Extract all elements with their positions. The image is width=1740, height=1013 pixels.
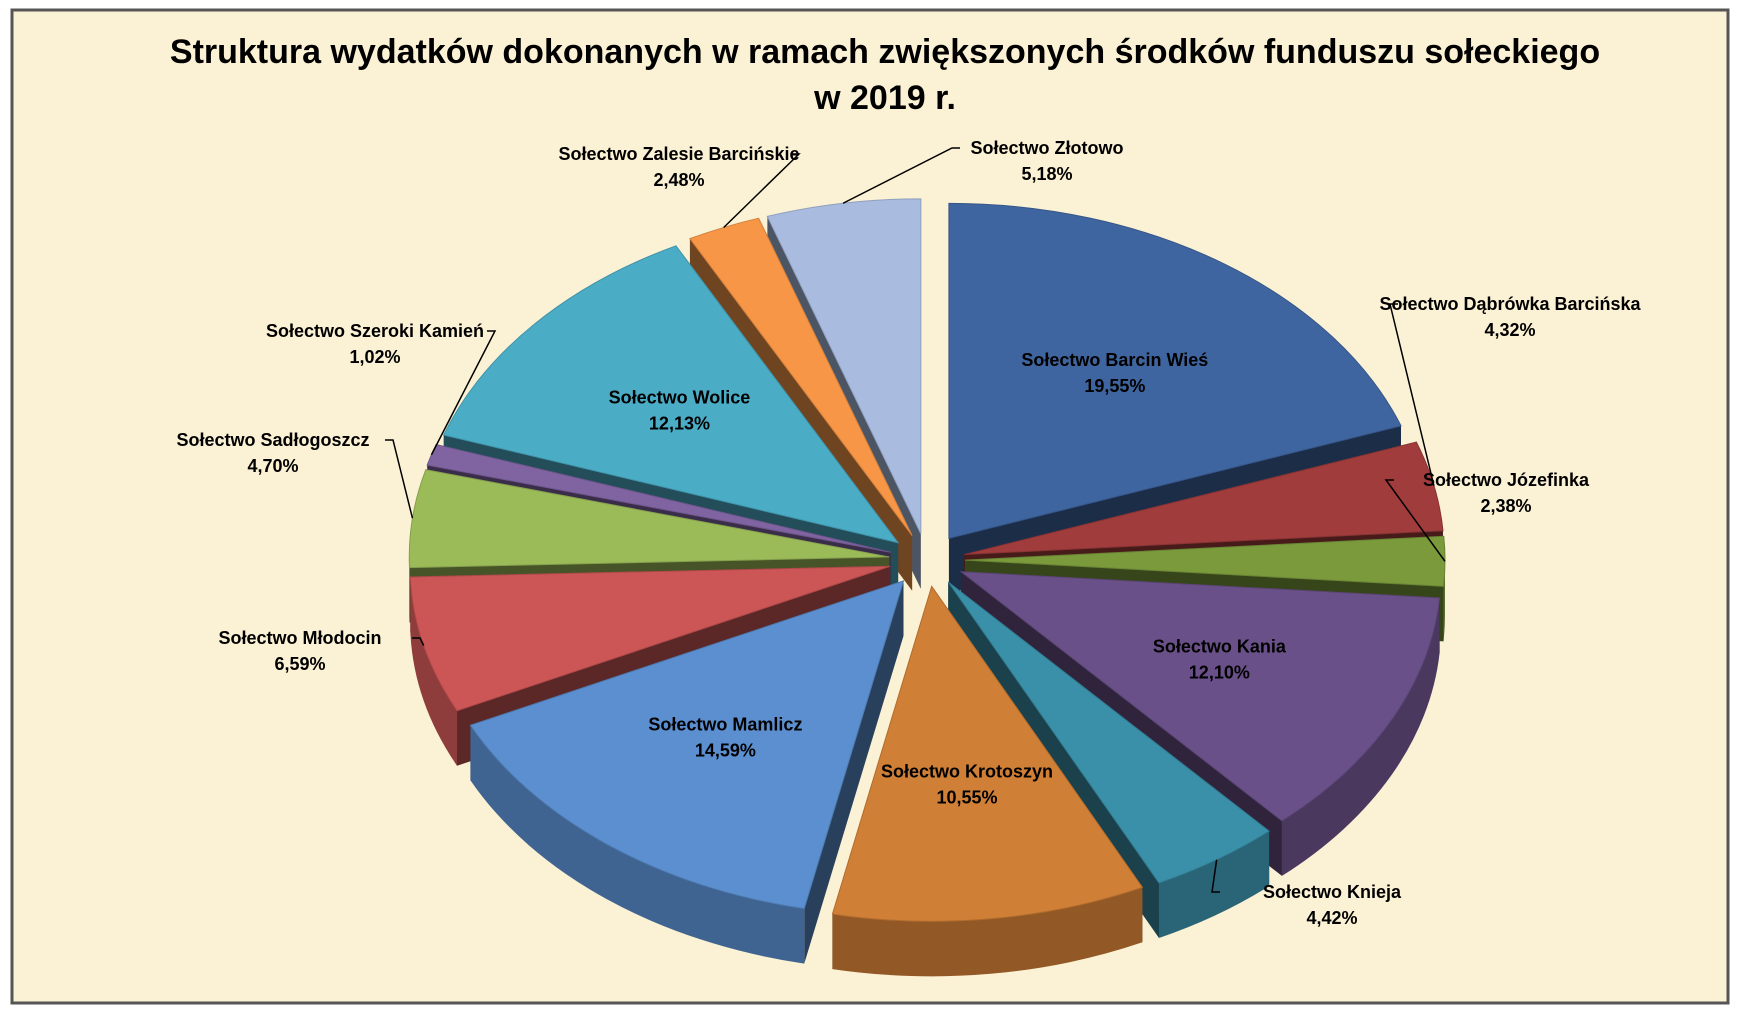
slice-label: Sołectwo Wolice [609, 388, 751, 408]
slice-label: Sołectwo Sadłogoszcz [176, 430, 369, 450]
slice [831, 585, 1144, 922]
value-label: 4,42% [1306, 908, 1357, 928]
slice [469, 580, 905, 910]
slice [959, 571, 1441, 822]
slice-label: Sołectwo Mamlicz [648, 715, 802, 735]
slice-side [832, 887, 1143, 977]
leader-line [723, 153, 801, 229]
slice-label: Sołectwo Kania [1153, 636, 1287, 656]
slice-side [1443, 560, 1445, 642]
value-label: 4,32% [1484, 320, 1535, 340]
slice-side [470, 725, 805, 964]
value-label: 12,10% [1189, 662, 1250, 682]
value-label: 12,13% [649, 414, 710, 434]
chart-title: w 2019 r. [813, 79, 956, 117]
slice-label: Sołectwo Józefinka [1423, 470, 1590, 490]
slice [766, 198, 922, 535]
leader-line [842, 147, 960, 204]
value-label: 2,38% [1480, 496, 1531, 516]
value-label: 4,70% [247, 456, 298, 476]
value-label: 5,18% [1021, 164, 1072, 184]
leader-line [1211, 859, 1220, 893]
leader-line [1384, 479, 1446, 562]
leader-line [412, 637, 425, 646]
value-label: 14,59% [695, 741, 756, 761]
slice-side [1158, 831, 1270, 938]
slice-label: Sołectwo Młodocin [218, 628, 381, 648]
slice-label: Sołectwo Krotoszyn [881, 762, 1053, 782]
leader-line [385, 439, 414, 519]
slice [964, 441, 1444, 556]
leader-line [430, 330, 497, 456]
value-label: 6,59% [274, 654, 325, 674]
slice [948, 202, 1402, 539]
value-label: 10,55% [937, 788, 998, 808]
slice [689, 217, 913, 536]
chart-title: Struktura wydatków dokonanych w ramach z… [170, 33, 1600, 71]
labels: Sołectwo Barcin Wieś 19,55% Sołectwo Dąbró… [176, 138, 1641, 928]
value-label: 19,55% [1084, 376, 1145, 396]
slice-side [804, 580, 904, 964]
value-label: 1,02% [349, 347, 400, 367]
slice-label: Sołectwo Barcin Wieś [1021, 350, 1208, 370]
slice [442, 245, 900, 544]
slice [964, 535, 1446, 587]
slice [409, 565, 891, 712]
slice-label: Sołectwo Dąbrówka Barcińska [1379, 294, 1641, 314]
slice-label: Sołectwo Knieja [1263, 882, 1402, 902]
slice-label: Sołectwo Złotowo [971, 138, 1124, 158]
pie [408, 198, 1446, 977]
leader-line [1389, 303, 1435, 486]
slice-label: Sołectwo Szeroki Kamień [266, 321, 484, 341]
slice-label: Sołectwo Zalesie Barcińskie [558, 144, 799, 164]
slice-side [1281, 597, 1440, 876]
value-label: 2,48% [653, 170, 704, 190]
